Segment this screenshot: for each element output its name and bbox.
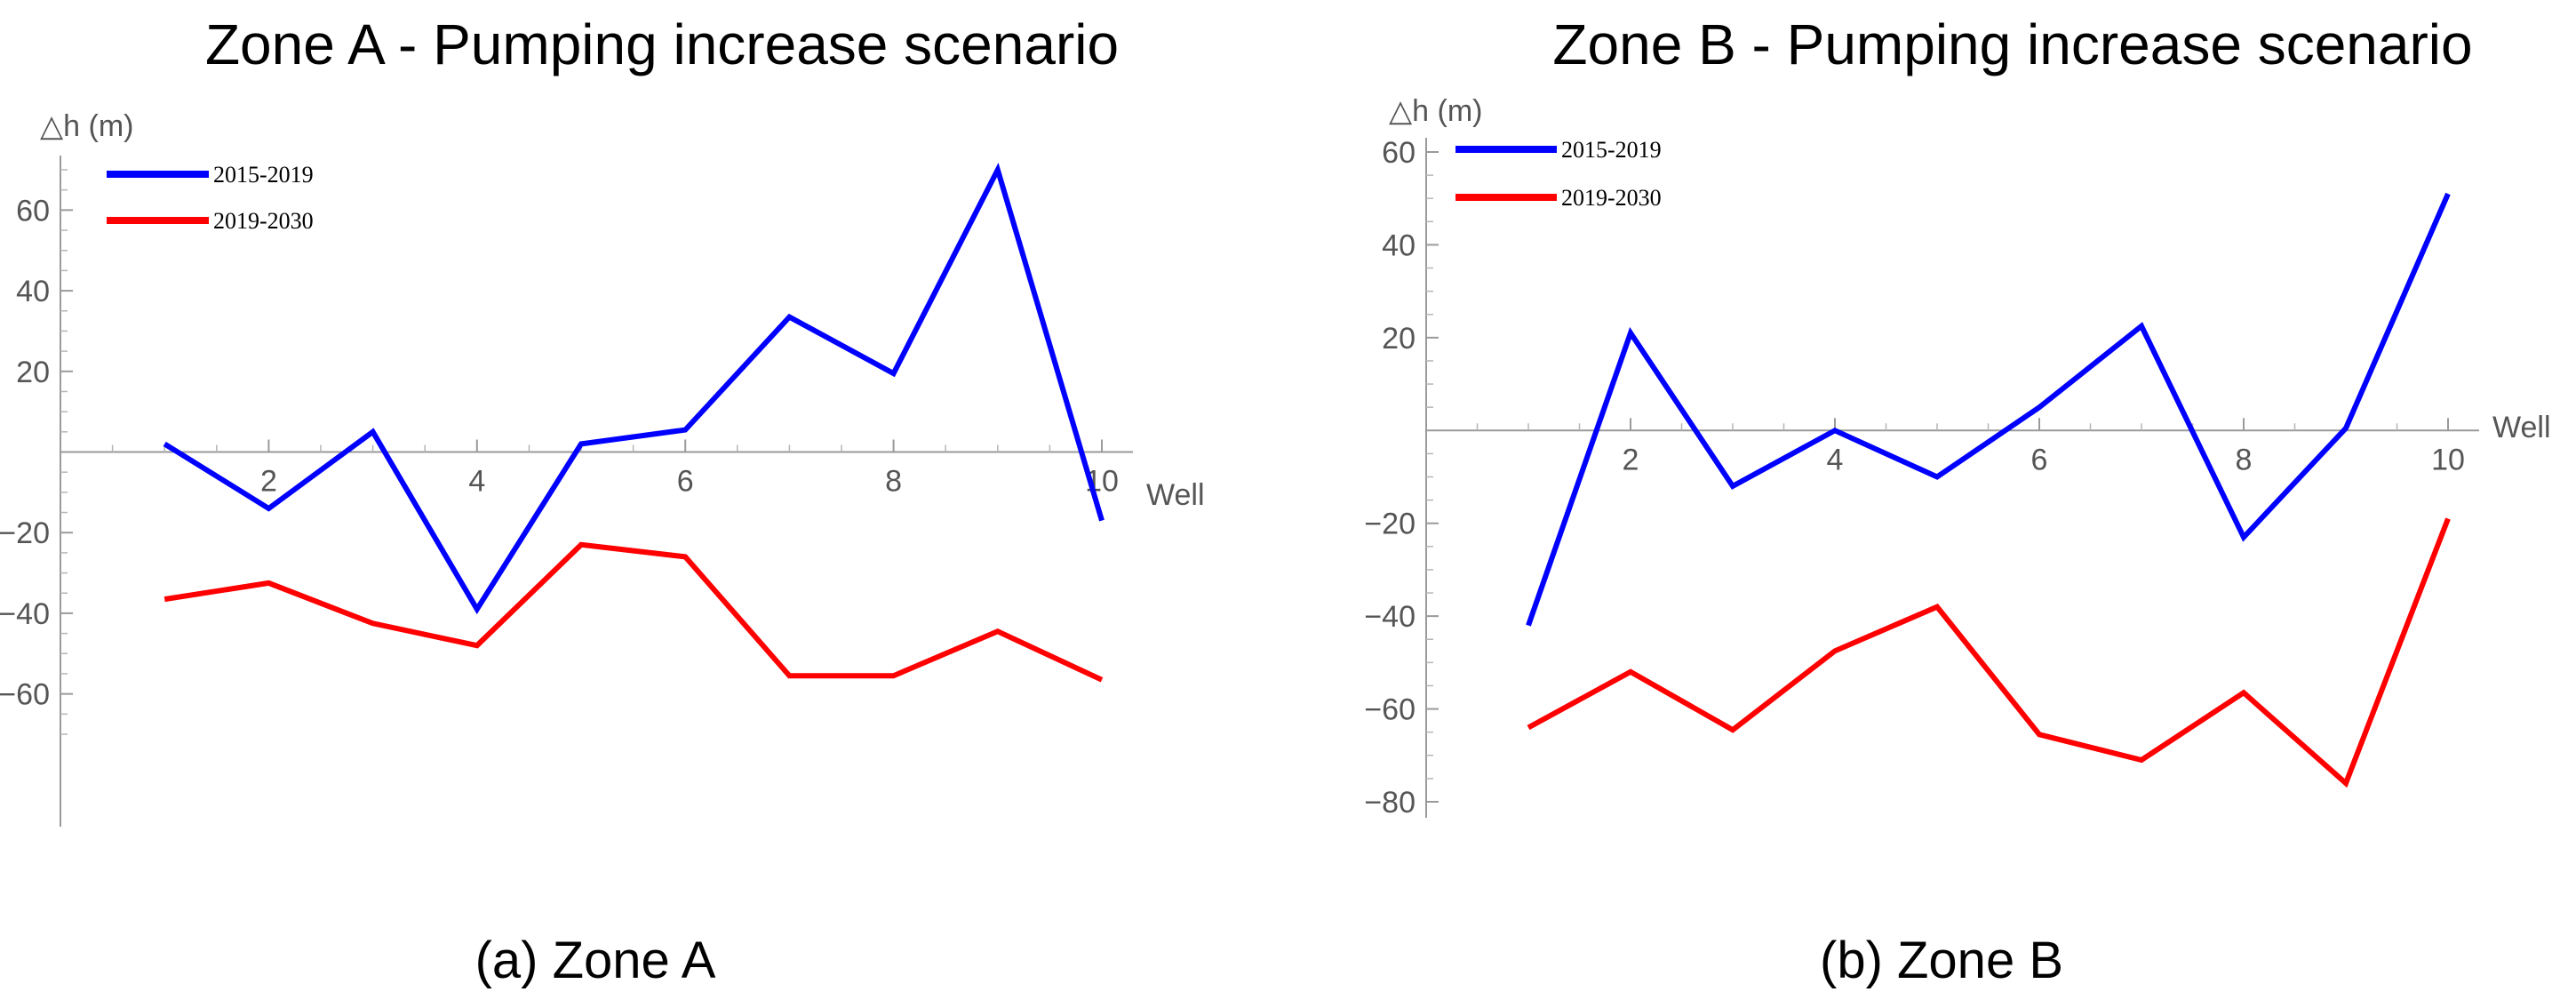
data-point-2019-2030-well-4 [1832, 648, 1838, 653]
legend-label-2015-2019: 2015-2019 [1561, 137, 1662, 163]
chart-zone-a: Zone A - Pumping increase scenario △h (m… [0, 12, 1205, 989]
y-axis-label-zone-a: △h (m) [40, 109, 133, 143]
y-tick-label-zone-a: 20 [16, 356, 50, 389]
data-point-2019-2030-well-2 [266, 580, 271, 586]
y-tick-label-zone-a: 60 [16, 194, 50, 228]
data-point-2015-2019-well-6 [2037, 404, 2042, 410]
data-point-2019-2030-well-6 [2037, 732, 2042, 737]
x-tick-label-zone-b: 10 [2431, 443, 2465, 476]
y-tick-label-zone-b: −80 [1364, 786, 1416, 820]
x-tick-label-zone-a: 2 [260, 465, 277, 499]
data-point-2015-2019-well-7 [786, 315, 792, 320]
series-line-2019-2030-zone-a [163, 541, 1104, 683]
legend-label-2019-2030: 2019-2030 [1561, 185, 1662, 211]
y-tick-label-zone-a: 40 [16, 275, 50, 308]
data-point-2019-2030-well-4 [475, 643, 480, 648]
x-tick-label-zone-b: 4 [1827, 443, 1844, 476]
y-tick-label-zone-a: −20 [0, 516, 50, 550]
chart-title-zone-a: Zone A - Pumping increase scenario [205, 12, 1119, 76]
caption-zone-a: (a) Zone A [475, 932, 716, 989]
data-point-2019-2030-well-9 [995, 628, 1001, 634]
data-point-2019-2030-well-2 [1628, 669, 1633, 675]
data-point-2015-2019-well-5 [578, 441, 584, 446]
data-point-2015-2019-well-2 [266, 506, 271, 511]
data-point-2015-2019-well-5 [1934, 475, 1940, 480]
x-tick-label-zone-b: 8 [2236, 443, 2253, 476]
data-point-2019-2030-well-1 [1526, 724, 1531, 730]
x-tick-label-zone-b: 2 [1623, 443, 1639, 476]
series-line-2019-2030-zone-b [1527, 517, 2451, 788]
data-point-2015-2019-well-4 [475, 606, 480, 612]
data-point-2015-2019-well-3 [371, 429, 376, 435]
data-point-2019-2030-well-8 [891, 673, 897, 678]
data-point-2015-2019-well-2 [1628, 331, 1633, 336]
data-point-2015-2019-well-8 [2241, 534, 2246, 540]
legend-zone-a: 2015-2019 2019-2030 [107, 162, 314, 234]
data-point-2019-2030-well-3 [1730, 727, 1735, 732]
data-point-2015-2019-well-10 [1099, 518, 1105, 524]
data-point-2019-2030-well-10 [2445, 516, 2451, 521]
data-point-2015-2019-well-6 [682, 428, 688, 433]
legend-zone-b: 2015-2019 2019-2030 [1455, 137, 1662, 211]
data-point-2015-2019-well-9 [2343, 426, 2349, 431]
chart-zone-b: Zone B - Pumping increase scenario △h (m… [1364, 12, 2550, 989]
data-point-2019-2030-well-3 [371, 620, 376, 626]
data-point-2019-2030-well-10 [1099, 677, 1105, 683]
data-point-2015-2019-well-8 [891, 371, 897, 376]
data-point-2019-2030-well-6 [682, 554, 688, 559]
data-point-2019-2030-well-5 [578, 542, 584, 548]
legend-label-2015-2019: 2015-2019 [213, 162, 314, 188]
x-tick-label-zone-a: 6 [677, 465, 694, 499]
data-point-2019-2030-well-7 [2139, 757, 2144, 763]
y-tick-label-zone-b: 20 [1382, 322, 1416, 356]
x-tick-label-zone-a: 8 [885, 465, 902, 499]
x-tick-label-zone-a: 4 [468, 465, 485, 499]
legend-label-2019-2030: 2019-2030 [213, 208, 314, 234]
series-line-2015-2019-zone-b [1526, 192, 2451, 627]
y-tick-label-zone-b: 60 [1382, 136, 1416, 170]
data-point-2019-2030-well-7 [786, 673, 792, 678]
data-point-2019-2030-well-1 [162, 596, 167, 602]
y-axis-label-zone-b: △h (m) [1389, 94, 1482, 128]
data-point-2015-2019-well-7 [2139, 324, 2144, 329]
data-point-2015-2019-well-4 [1832, 428, 1838, 433]
data-point-2015-2019-well-3 [1730, 484, 1735, 489]
y-tick-label-zone-b: −40 [1364, 600, 1416, 634]
x-axis-label-zone-b: Well [2492, 411, 2551, 444]
x-axis-label-zone-a: Well [1146, 478, 1205, 512]
y-tick-label-zone-b: 40 [1382, 228, 1416, 262]
chart-title-zone-b: Zone B - Pumping increase scenario [1552, 12, 2472, 76]
data-point-2015-2019-well-9 [995, 167, 1001, 172]
y-tick-label-zone-a: −40 [0, 597, 50, 631]
data-point-2015-2019-well-1 [1526, 623, 1531, 628]
y-tick-label-zone-a: −60 [0, 678, 50, 712]
data-point-2019-2030-well-5 [1934, 604, 1940, 610]
y-tick-label-zone-b: −20 [1364, 508, 1416, 541]
data-point-2019-2030-well-9 [2343, 780, 2349, 786]
x-tick-label-zone-b: 6 [2031, 443, 2048, 476]
data-point-2015-2019-well-10 [2445, 191, 2451, 196]
caption-zone-b: (b) Zone B [1820, 932, 2063, 989]
data-point-2015-2019-well-1 [162, 441, 167, 446]
series-line-2015-2019-zone-a [163, 162, 1105, 615]
y-tick-label-zone-b: −60 [1364, 693, 1416, 727]
data-point-2019-2030-well-8 [2241, 690, 2246, 695]
